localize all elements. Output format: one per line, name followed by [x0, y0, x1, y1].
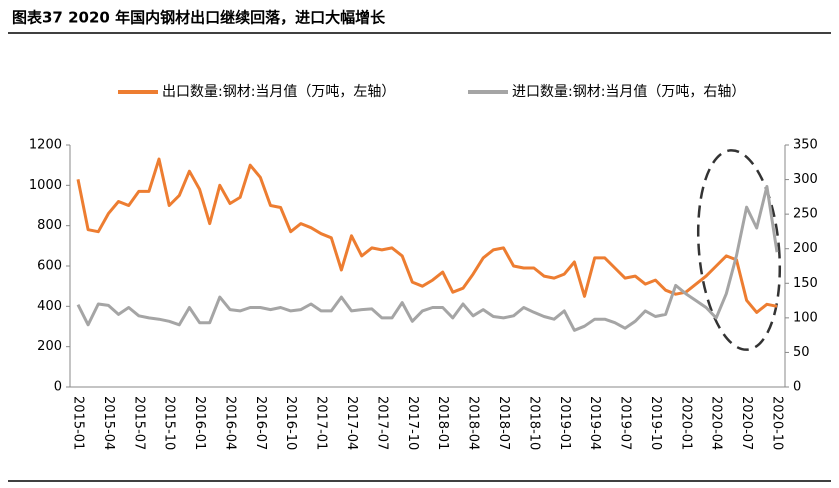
x-tick-label: 2015-10 [162, 396, 177, 450]
x-tick-label: 2016-04 [222, 396, 237, 450]
x-tick-label: 2016-10 [283, 396, 298, 450]
x-tick-label: 2018-04 [466, 396, 481, 450]
x-tick-label: 2017-01 [314, 396, 329, 450]
x-tick-label: 2019-04 [587, 396, 602, 450]
x-tick-label: 2020-07 [739, 396, 754, 450]
y2-tick-label: 100 [793, 310, 818, 325]
x-tick-label: 2015-01 [71, 396, 86, 450]
y-tick-label: 0 [54, 380, 62, 395]
x-tick-label: 2015-07 [131, 396, 146, 450]
x-tick-label: 2019-07 [618, 396, 633, 450]
x-tick-label: 2018-01 [435, 396, 450, 450]
y2-tick-label: 300 [793, 172, 818, 187]
y2-tick-label: 0 [793, 380, 801, 395]
y2-tick-label: 250 [793, 207, 818, 222]
y-tick-label: 400 [37, 299, 62, 314]
x-tick-label: 2018-07 [496, 396, 511, 450]
y-tick-label: 1000 [29, 178, 62, 193]
x-tick-label: 2019-01 [557, 396, 572, 450]
highlight-ellipse [696, 149, 782, 351]
x-tick-label: 2020-01 [678, 396, 693, 450]
x-tick-label: 2020-10 [770, 396, 785, 450]
legend-label: 进口数量:钢材:当月值（万吨，右轴） [512, 84, 745, 100]
x-tick-label: 2017-04 [344, 396, 359, 450]
x-tick-label: 2016-07 [253, 396, 268, 450]
x-tick-label: 2020-04 [709, 396, 724, 450]
y-tick-label: 1200 [29, 138, 62, 153]
x-tick-label: 2016-01 [192, 396, 207, 450]
legend-label: 出口数量:钢材:当月值（万吨，左轴） [162, 84, 395, 100]
x-tick-label: 2019-10 [648, 396, 663, 450]
y2-tick-label: 350 [793, 138, 818, 153]
series-line [76, 157, 778, 314]
series-line [76, 185, 779, 332]
x-tick-label: 2015-04 [101, 396, 116, 450]
y-tick-label: 600 [37, 259, 62, 274]
x-tick-label: 2017-07 [374, 396, 389, 450]
y2-tick-label: 200 [793, 241, 818, 256]
x-tick-label: 2017-10 [405, 396, 420, 450]
x-tick-label: 2018-10 [526, 396, 541, 450]
chart-title: 图表37 2020 年国内钢材出口继续回落，进口大幅增长 [12, 9, 386, 27]
y-tick-label: 200 [37, 339, 62, 354]
y2-tick-label: 150 [793, 276, 818, 291]
y-tick-label: 800 [37, 218, 62, 233]
y2-tick-label: 50 [793, 345, 810, 360]
